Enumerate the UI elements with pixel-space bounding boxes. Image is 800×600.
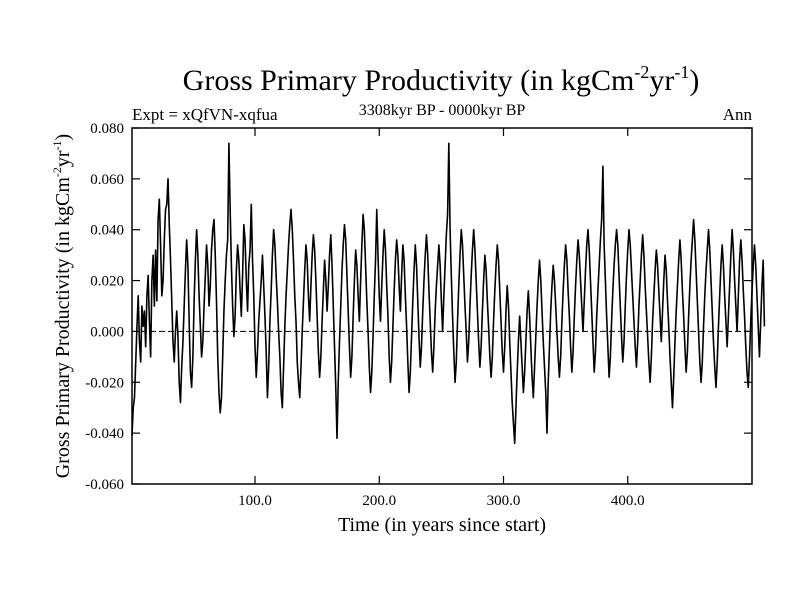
y-axis-label-sup2: -1: [50, 140, 64, 150]
chart-title-end: ): [689, 64, 699, 97]
expt-label: Expt = xQfVN-xqfua: [132, 105, 278, 124]
y-tick-label: 0.000: [90, 324, 124, 340]
y-tick-label: 0.060: [90, 172, 124, 188]
chart-title-mid: yr: [649, 64, 674, 97]
y-axis-label: Gross Primary Productivity (in kgCm-2yr-…: [50, 134, 74, 478]
x-tick-label: 200.0: [362, 493, 396, 509]
chart-title-sup2: -1: [674, 62, 689, 82]
y-tick-label: 0.080: [90, 121, 124, 137]
chart-title-sup1: -2: [634, 62, 649, 82]
x-tick-label: 100.0: [238, 493, 272, 509]
y-tick-label: 0.040: [90, 223, 124, 239]
series-line-gpp: [131, 142, 766, 445]
x-axis-label: Time (in years since start): [338, 514, 546, 536]
chart-title-main: Gross Primary Productivity (in kgCm: [183, 64, 635, 97]
y-tick-label: -0.020: [85, 375, 124, 391]
period-label: 3308kyr BP - 0000kyr BP: [359, 102, 526, 119]
y-axis-label-sup1: -2: [50, 167, 64, 177]
y-tick-label: 0.020: [90, 274, 124, 290]
x-tick-label: 400.0: [611, 493, 645, 509]
x-axis-ticks: 100.0 200.0 300.0 400.0: [238, 128, 645, 509]
season-label: Ann: [723, 105, 753, 124]
y-axis-label-end: ): [52, 134, 74, 141]
y-axis-label-mid: yr: [52, 150, 74, 167]
y-axis-label-main: Gross Primary Productivity (in kgCm: [52, 177, 74, 479]
chart-title: Gross Primary Productivity (in kgCm-2yr-…: [183, 62, 700, 97]
y-tick-label: -0.040: [85, 426, 124, 442]
y-tick-label: -0.060: [85, 477, 124, 493]
y-axis-ticks: -0.060 -0.040 -0.020 0.000 0.020 0.040 0.060 0.…: [85, 121, 752, 493]
x-tick-label: 300.0: [487, 493, 521, 509]
